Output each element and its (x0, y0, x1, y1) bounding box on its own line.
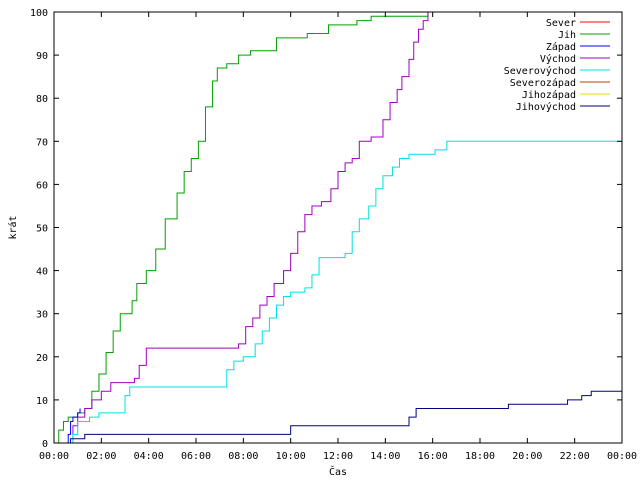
x-tick-label: 18:00 (465, 451, 495, 462)
x-tick-label: 00:00 (607, 451, 637, 462)
y-axis-ticks: 0 10 20 30 40 50 60 70 80 90 100 (30, 8, 622, 450)
legend-label: Východ (540, 53, 576, 65)
legend-label: Severovýchod (504, 65, 576, 77)
legend-label: Severozápad (510, 77, 576, 89)
x-tick-label: 20:00 (512, 451, 542, 462)
y-tick-label: 0 (42, 439, 48, 450)
legend-label: Západ (546, 41, 576, 53)
y-tick-label: 80 (36, 94, 48, 105)
x-tick-label: 08:00 (228, 451, 258, 462)
x-tick-label: 16:00 (418, 451, 448, 462)
x-tick-label: 06:00 (181, 451, 211, 462)
series-line-4 (68, 140, 622, 444)
x-tick-label: 00:00 (39, 451, 69, 462)
legend: SeverJihZápadVýchodSeverovýchodSeverozáp… (504, 18, 610, 113)
series-line-7 (54, 390, 622, 444)
x-tick-label: 14:00 (370, 451, 400, 462)
x-tick-label: 12:00 (323, 451, 353, 462)
x-tick-label: 04:00 (134, 451, 164, 462)
legend-label: Jihozápad (522, 89, 576, 101)
legend-label: Jih (558, 30, 576, 41)
legend-label: Jihovýchod (516, 101, 576, 113)
y-tick-label: 50 (36, 224, 48, 235)
x-tick-label: 02:00 (86, 451, 116, 462)
y-tick-label: 90 (36, 51, 48, 62)
y-tick-label: 20 (36, 353, 48, 364)
y-tick-label: 100 (30, 8, 48, 19)
x-axis-ticks: 00:00 02:00 04:00 06:00 08:00 10:00 12:00 14:00… (39, 12, 637, 462)
legend-label: Sever (546, 18, 576, 29)
series-layer (54, 12, 622, 444)
y-tick-label: 30 (36, 310, 48, 321)
x-axis-title: Čas (329, 465, 347, 478)
y-tick-label: 70 (36, 137, 48, 148)
y-tick-label: 40 (36, 267, 48, 278)
series-line-2 (65, 408, 81, 444)
y-tick-label: 10 (36, 396, 48, 407)
y-tick-label: 60 (36, 180, 48, 191)
series-line-3 (70, 12, 429, 444)
x-tick-label: 22:00 (560, 451, 590, 462)
x-tick-label: 10:00 (276, 451, 306, 462)
y-axis-title: krát (7, 215, 19, 239)
